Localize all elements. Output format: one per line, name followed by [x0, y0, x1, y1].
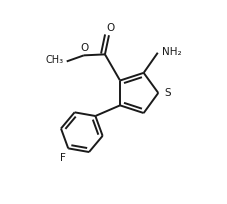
- Text: O: O: [106, 23, 115, 33]
- Text: CH₃: CH₃: [45, 55, 63, 65]
- Text: F: F: [60, 153, 66, 163]
- Text: NH₂: NH₂: [161, 47, 181, 57]
- Text: O: O: [80, 43, 88, 53]
- Text: S: S: [163, 88, 170, 98]
